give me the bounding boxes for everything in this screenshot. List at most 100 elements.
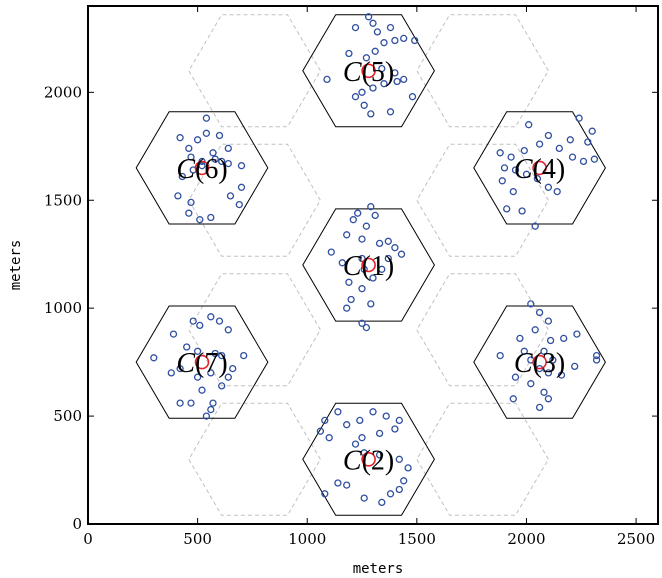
user-point [395,416,403,425]
y-tick-label: 1500 [44,191,82,209]
user-point [183,343,191,351]
user-point [544,395,553,403]
base-station-marker [532,354,547,370]
user-point [176,399,184,407]
user-point [343,304,351,312]
user-point [527,300,535,308]
user-point [358,254,366,263]
cell-hexagon [135,305,269,419]
cell-label-index: (1) [362,251,395,282]
x-tick-label: 2000 [507,530,545,548]
user-point [511,166,520,174]
user-point [215,131,224,140]
cell-hexagon [135,111,269,225]
user-point [496,149,504,157]
user-point [169,330,178,338]
cell-6: C(6) [135,111,269,225]
cell-label-prefix: C [343,445,362,476]
user-point [575,114,583,122]
user-point [196,216,204,224]
user-point [400,75,408,84]
user-point [579,157,588,166]
user-point [535,403,544,412]
user-point [176,134,184,142]
cell-label-index: (5) [362,57,395,88]
user-point [557,371,566,379]
user-point [549,356,557,364]
cell-label-index: (6) [195,154,228,185]
cell-hexagon [302,208,435,322]
cell-1: C(1) [302,203,435,332]
user-point [393,77,401,86]
user-point [507,153,515,161]
user-point [544,183,553,191]
cell-label-index: (7) [195,348,228,379]
user-point [176,364,184,373]
user-point [347,295,355,304]
user-point [229,364,237,373]
user-point [553,187,561,196]
user-point [351,93,360,101]
user-point [334,479,342,487]
user-point [343,481,351,489]
user-point [345,278,353,286]
user-point [237,162,246,170]
user-point [209,149,217,157]
user-point [571,362,579,371]
cell-label-prefix: C [514,348,533,379]
user-point [400,477,408,485]
y-tick-label: 500 [53,407,82,425]
user-point [380,39,388,47]
plot-area [88,6,658,524]
user-point [240,351,248,360]
cell-label-prefix: C [176,154,195,185]
user-point [362,222,371,230]
user-point [224,159,232,168]
user-point [343,231,351,239]
cell-hexagon [473,305,606,419]
cell-label: C(1) [343,251,394,282]
user-point [371,47,379,55]
y-tick-label: 0 [72,515,82,533]
user-point [207,405,215,414]
user-point [373,28,382,36]
user-point [202,129,211,137]
user-point [391,425,399,433]
user-point [189,317,197,325]
background-hex [188,14,321,128]
cell-hexagon [473,111,606,225]
user-point [334,408,342,416]
user-point [358,434,366,442]
user-point [354,209,362,217]
y-tick-label: 1000 [44,299,82,317]
user-point [384,254,392,263]
user-point [327,248,335,256]
x-tick-label: 1000 [288,530,326,548]
user-point [316,427,325,435]
cell-label: C(4) [514,154,565,185]
user-point [404,464,412,472]
user-point [218,157,226,166]
cell-3: C(3) [473,300,606,419]
user-point [544,369,553,377]
user-point [362,54,371,62]
user-point [386,490,395,498]
user-point [544,131,553,140]
user-point [397,250,406,258]
user-point [187,399,195,407]
user-point [391,36,399,45]
user-point [408,93,417,101]
cells: C(1)C(2)C(3)C(4)C(5)C(6)C(7) [135,13,606,516]
user-point [386,108,395,116]
user-point [358,285,366,293]
plot-frame [87,5,659,525]
cell-label: C(5) [343,57,394,88]
user-point [400,34,408,43]
user-point [185,209,193,217]
user-point [338,259,346,267]
user-point [380,80,388,88]
user-point [375,429,384,438]
user-point [202,412,211,420]
user-point [498,177,506,185]
